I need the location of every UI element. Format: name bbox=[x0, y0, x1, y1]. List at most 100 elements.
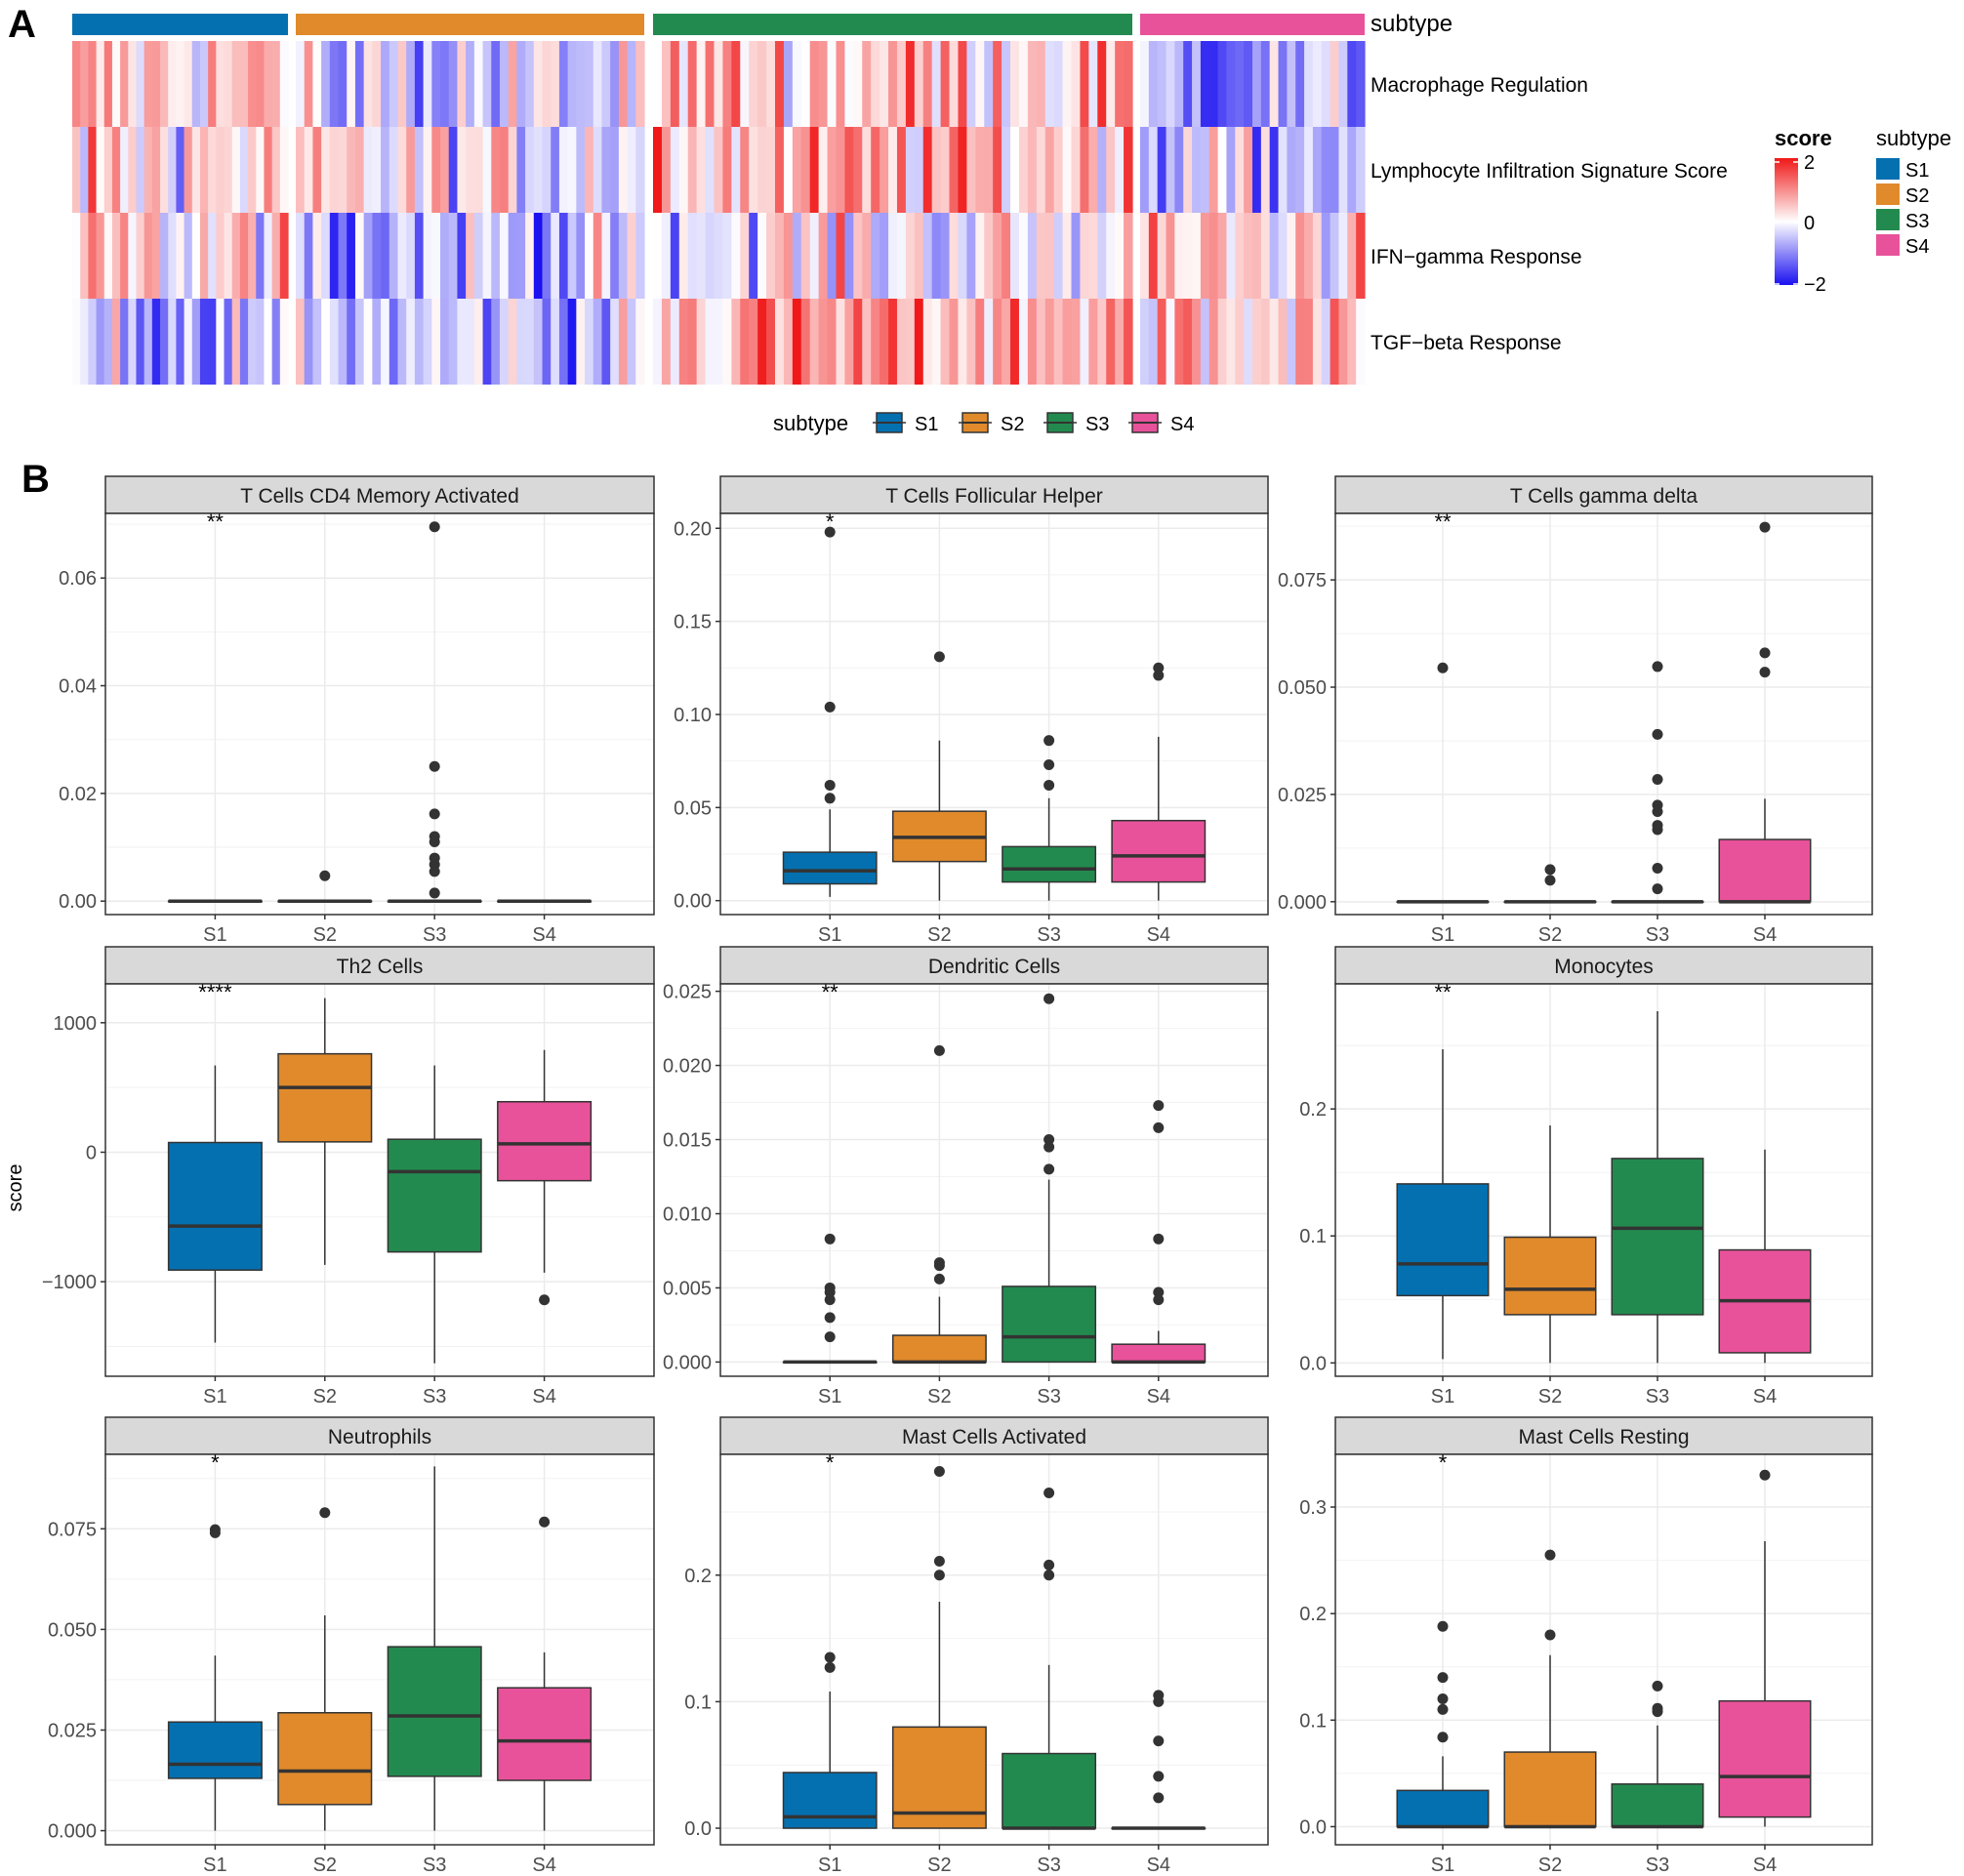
heatmap-cell bbox=[653, 41, 663, 127]
heatmap-cell bbox=[1244, 213, 1253, 299]
heatmap-cell bbox=[296, 213, 306, 299]
heatmap-cell bbox=[949, 127, 960, 213]
heatmap-cell bbox=[143, 127, 153, 213]
heatmap-cell bbox=[551, 41, 560, 127]
heatmap-cell bbox=[931, 299, 942, 385]
heatmap-cell bbox=[128, 299, 138, 385]
x-tick-label: S4 bbox=[1753, 1386, 1777, 1407]
heatmap-cell bbox=[722, 127, 732, 213]
outlier-point bbox=[1544, 1629, 1556, 1641]
x-tick-label: S2 bbox=[1538, 1855, 1562, 1876]
heatmap-cell bbox=[176, 127, 185, 213]
heatmap-cell bbox=[457, 127, 467, 213]
heatmap-cell bbox=[296, 127, 306, 213]
heatmap-cell bbox=[610, 127, 620, 213]
outlier-point bbox=[429, 521, 440, 533]
heatmap-cell bbox=[940, 127, 951, 213]
heatmap-cell bbox=[1321, 127, 1331, 213]
heatmap-cell bbox=[922, 213, 933, 299]
heatmap-cell bbox=[792, 213, 802, 299]
heatmap-cell bbox=[312, 41, 322, 127]
heatmap-cell bbox=[1018, 299, 1029, 385]
heatmap-cell bbox=[922, 299, 933, 385]
heatmap-cell bbox=[1278, 213, 1288, 299]
heatmap-cell bbox=[1140, 213, 1150, 299]
heatmap-cell bbox=[975, 213, 985, 299]
subtype-legend-swatch bbox=[1876, 158, 1900, 180]
heatmap-cell bbox=[1183, 213, 1193, 299]
heatmap-cell bbox=[678, 41, 689, 127]
heatmap-cell bbox=[585, 213, 594, 299]
outlier-point bbox=[1652, 661, 1663, 673]
heatmap-cell bbox=[896, 127, 907, 213]
heatmap-cell bbox=[696, 41, 707, 127]
box-s4 bbox=[1111, 1343, 1207, 1364]
heatmap-cell bbox=[279, 299, 289, 385]
outlier-point bbox=[1153, 670, 1165, 681]
significance-label: * bbox=[211, 1450, 220, 1475]
x-tick-label: S2 bbox=[1538, 1386, 1562, 1407]
heatmap-cell bbox=[1217, 213, 1228, 299]
facet-title: Dendritic Cells bbox=[928, 956, 1060, 978]
heatmap-cell bbox=[1174, 41, 1184, 127]
heatmap-row-label: TGF−beta Response bbox=[1371, 332, 1562, 354]
heatmap-cell bbox=[482, 41, 492, 127]
heatmap-cell bbox=[1002, 213, 1011, 299]
heatmap-cell bbox=[593, 213, 603, 299]
heatmap-cell bbox=[1260, 41, 1271, 127]
heatmap-cell bbox=[1200, 299, 1210, 385]
heatmap-cell bbox=[705, 213, 716, 299]
y-tick-label: 1000 bbox=[54, 1013, 98, 1035]
heatmap-cell bbox=[940, 41, 951, 127]
heatmap-cell bbox=[836, 41, 845, 127]
heatmap-cell bbox=[466, 127, 475, 213]
heatmap-cell bbox=[88, 127, 98, 213]
heatmap-cell bbox=[696, 127, 707, 213]
heatmap-cell bbox=[1304, 127, 1314, 213]
outlier-point bbox=[1043, 779, 1055, 791]
heatmap-cell bbox=[271, 299, 281, 385]
subtype-legend-swatch bbox=[1876, 234, 1900, 256]
heatmap-cell bbox=[80, 127, 89, 213]
heatmap-cell bbox=[184, 127, 193, 213]
heatmap-cell bbox=[248, 299, 257, 385]
heatmap-cell bbox=[542, 299, 552, 385]
y-tick-label: 0.15 bbox=[674, 612, 712, 633]
heatmap-cell bbox=[1106, 213, 1116, 299]
panel-border bbox=[1334, 983, 1873, 1377]
heatmap-cell bbox=[264, 299, 273, 385]
outlier-point bbox=[1544, 1549, 1556, 1561]
heatmap-cell bbox=[448, 213, 459, 299]
heatmap-cell bbox=[993, 213, 1002, 299]
heatmap-cell bbox=[347, 41, 356, 127]
heatmap-cell bbox=[635, 127, 645, 213]
heatmap-cell bbox=[914, 299, 924, 385]
heatmap-cell bbox=[766, 213, 776, 299]
heatmap-cell bbox=[1226, 213, 1236, 299]
heatmap-cell bbox=[347, 127, 356, 213]
outlier-point bbox=[429, 836, 440, 848]
heatmap-cell bbox=[1183, 127, 1193, 213]
panel-border bbox=[104, 512, 655, 916]
heatmap-cell bbox=[1157, 299, 1167, 385]
heatmap-cell bbox=[705, 41, 716, 127]
heatmap-cell bbox=[1027, 127, 1038, 213]
heatmap-cell bbox=[576, 299, 586, 385]
heatmap-cell bbox=[1062, 213, 1073, 299]
heatmap-cell bbox=[473, 41, 484, 127]
heatmap-cell bbox=[905, 213, 916, 299]
significance-label: * bbox=[1439, 1450, 1448, 1475]
heatmap-cell bbox=[136, 41, 145, 127]
heatmap-cell bbox=[1226, 127, 1236, 213]
heatmap-cell bbox=[248, 41, 257, 127]
heatmap-cell bbox=[304, 127, 314, 213]
heatmap-cell bbox=[1124, 213, 1133, 299]
heatmap-cell bbox=[670, 127, 680, 213]
heatmap-cell bbox=[792, 41, 802, 127]
heatmap-cell bbox=[191, 41, 201, 127]
heatmap-cell bbox=[1080, 213, 1089, 299]
heatmap-cell bbox=[466, 299, 475, 385]
heatmap-cell bbox=[1312, 41, 1323, 127]
facet-title: T Cells Follicular Helper bbox=[885, 485, 1103, 508]
